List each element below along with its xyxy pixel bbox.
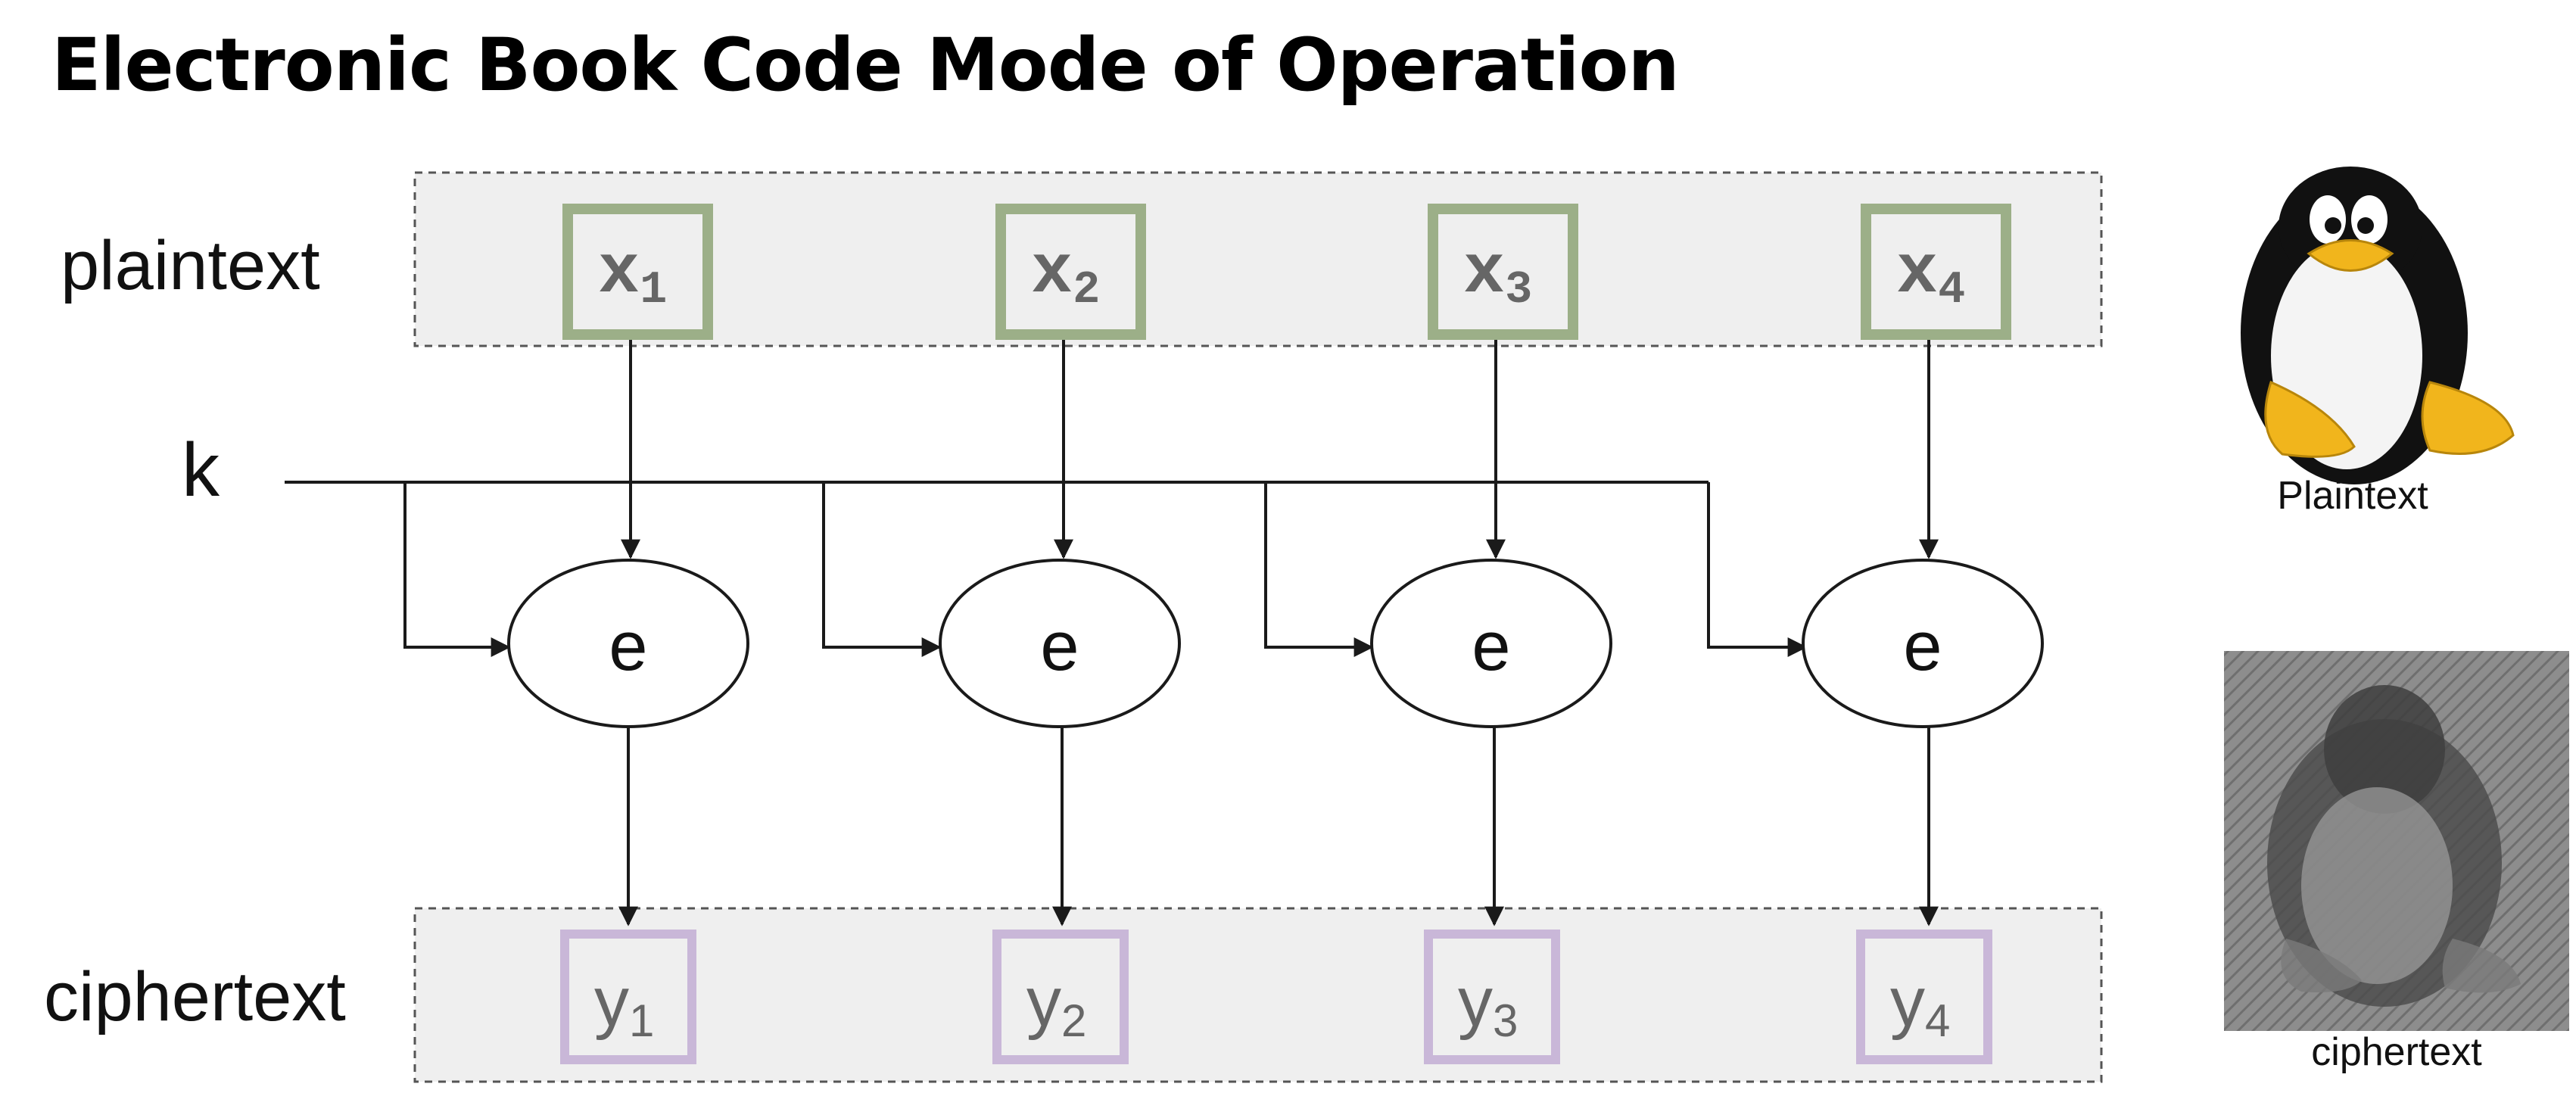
input-label: x3: [1463, 233, 1532, 316]
plaintext-image-caption: Plaintext: [2277, 474, 2428, 518]
output-label: y3: [1458, 964, 1518, 1046]
output-box: [1856, 930, 1992, 1064]
input-box: [562, 204, 713, 340]
output-box: [992, 930, 1129, 1064]
input-box: [1861, 204, 2011, 340]
page-title: Electronic Book Code Mode of Operation: [51, 23, 1680, 107]
input-label: x2: [1031, 233, 1100, 316]
encrypt-label: e: [609, 608, 647, 685]
encrypt-label: e: [1040, 608, 1079, 685]
encrypt-node: [1802, 559, 2044, 728]
output-label: y4: [1890, 964, 1950, 1046]
input-box: [995, 204, 1146, 340]
tux-ciphertext-image: [2224, 651, 2569, 1031]
plaintext-row-label: plaintext: [61, 227, 320, 304]
input-label: x4: [1896, 233, 1965, 316]
block-column-3: x3 e y3: [1370, 204, 1612, 1064]
encrypt-node: [1370, 559, 1612, 728]
block-column-1: x1 e y1: [507, 204, 749, 1064]
ciphertext-image-caption: ciphertext: [2311, 1030, 2482, 1074]
ciphertext-row-label: ciphertext: [44, 958, 346, 1035]
encrypt-node: [939, 559, 1181, 728]
key-bus: [285, 481, 1808, 657]
input-label: x1: [598, 233, 667, 316]
block-column-2: x2 e y2: [939, 204, 1181, 1064]
plaintext-band: [413, 171, 2103, 347]
encrypt-label: e: [1472, 608, 1510, 685]
output-box: [560, 930, 696, 1064]
tux-plaintext-image: [2241, 167, 2515, 484]
encrypt-label: e: [1903, 608, 1942, 685]
key-label: k: [182, 428, 220, 512]
block-column-4: x4 e y4: [1802, 204, 2044, 1064]
output-label: y1: [594, 964, 654, 1046]
output-label: y2: [1026, 964, 1086, 1046]
input-box: [1428, 204, 1578, 340]
output-box: [1424, 930, 1560, 1064]
